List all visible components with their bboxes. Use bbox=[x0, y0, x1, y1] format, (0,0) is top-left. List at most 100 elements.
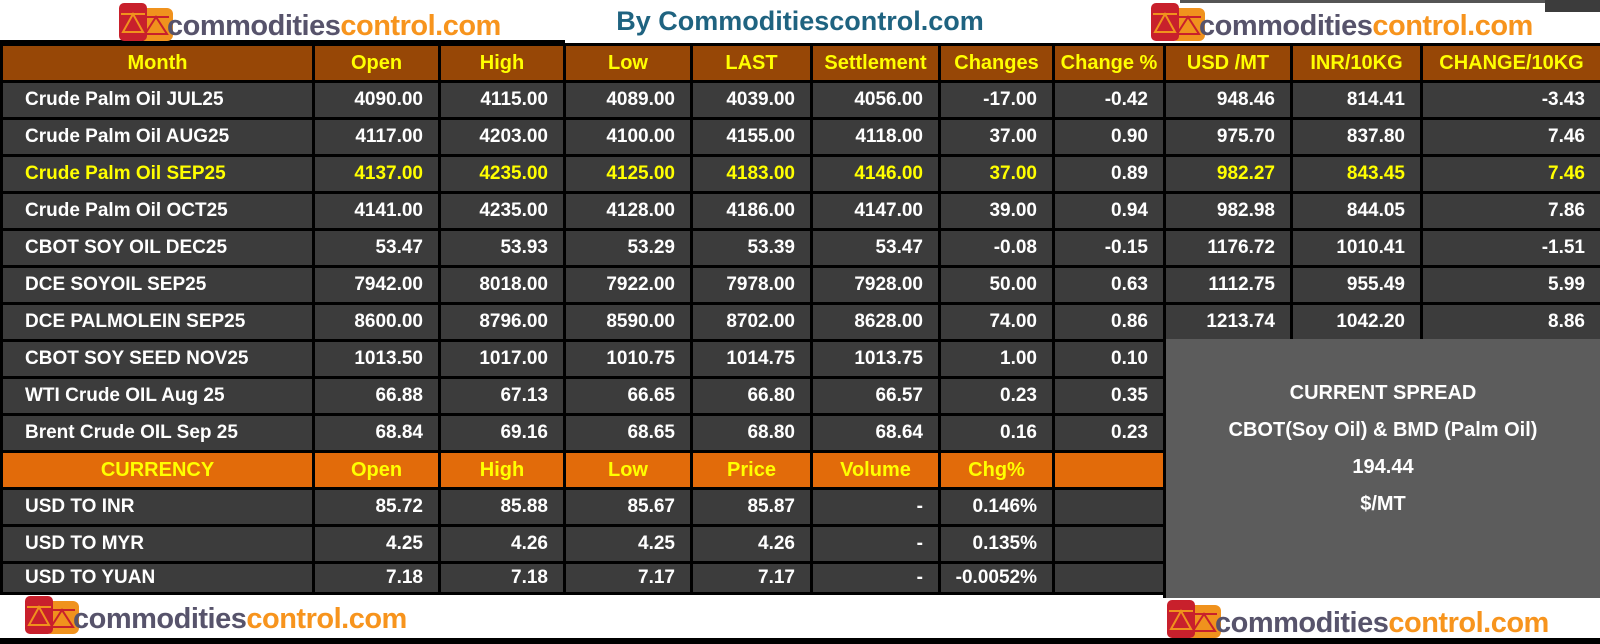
page-title: By Commoditiescontrol.com bbox=[616, 6, 984, 36]
divider bbox=[1545, 0, 1600, 12]
value-cell: 1013.75 bbox=[810, 339, 941, 379]
value-cell: 1013.50 bbox=[312, 339, 441, 379]
futures-row: CBOT SOY OIL DEC25 53.47 53.93 53.29 53.39 53… bbox=[0, 228, 1600, 268]
column-header: CURRENCY bbox=[0, 450, 315, 490]
value-cell: 4125.00 bbox=[563, 154, 693, 194]
logo-text-control: control.com bbox=[1388, 607, 1549, 639]
value-cell: 0.23 bbox=[938, 376, 1055, 416]
value-cell: - bbox=[810, 524, 941, 564]
futures-row: DCE SOYOIL SEP25 7942.00 8018.00 7922.00 797… bbox=[0, 265, 1600, 305]
value-cell: 1017.00 bbox=[438, 339, 566, 379]
value-cell: 4186.00 bbox=[690, 191, 813, 231]
scales-logo-icon bbox=[25, 596, 79, 634]
value-cell: 68.80 bbox=[690, 413, 813, 453]
value-cell: 955.49 bbox=[1290, 265, 1423, 305]
value-cell: 843.45 bbox=[1290, 154, 1423, 194]
value-cell: -3.43 bbox=[1420, 80, 1600, 120]
value-cell: -0.08 bbox=[938, 228, 1055, 268]
futures-row: DCE PALMOLEIN SEP25 8600.00 8796.00 8590.00… bbox=[0, 302, 1600, 342]
value-cell: 68.64 bbox=[810, 413, 941, 453]
column-header: Price bbox=[690, 450, 813, 490]
divider bbox=[0, 638, 1600, 644]
value-cell: 4146.00 bbox=[810, 154, 941, 194]
spread-line: CBOT(Soy Oil) & BMD (Palm Oil) bbox=[1228, 419, 1538, 441]
value-cell: 8628.00 bbox=[810, 302, 941, 342]
logo-text-control: control.com bbox=[246, 603, 407, 635]
logo-text-control: control.com bbox=[1372, 10, 1533, 42]
value-cell: 8702.00 bbox=[690, 302, 813, 342]
column-header: LAST bbox=[690, 43, 813, 83]
value-cell: 53.29 bbox=[563, 228, 693, 268]
scales-logo-icon bbox=[119, 3, 173, 41]
value-cell: 4235.00 bbox=[438, 154, 566, 194]
column-header: INR/10KG bbox=[1290, 43, 1423, 83]
value-cell: 4155.00 bbox=[690, 117, 813, 157]
value-cell: - bbox=[810, 487, 941, 527]
value-cell: 4235.00 bbox=[438, 191, 566, 231]
value-cell: 53.39 bbox=[690, 228, 813, 268]
value-cell: 4.25 bbox=[312, 524, 441, 564]
column-header: Volume bbox=[810, 450, 941, 490]
value-cell: 844.05 bbox=[1290, 191, 1423, 231]
value-cell: 4141.00 bbox=[312, 191, 441, 231]
value-cell: -0.42 bbox=[1052, 80, 1166, 120]
logo-text-commodities: commodities bbox=[167, 10, 341, 42]
futures-row: Crude Palm Oil AUG25 4117.00 4203.00 4100.0… bbox=[0, 117, 1600, 157]
futures-row: Crude Palm Oil JUL25 4090.00 4115.00 4089.0… bbox=[0, 80, 1600, 120]
column-header: Low bbox=[563, 43, 693, 83]
value-cell: 7.46 bbox=[1420, 154, 1600, 194]
value-cell: 39.00 bbox=[938, 191, 1055, 231]
value-cell: 69.16 bbox=[438, 413, 566, 453]
value-cell: 1010.41 bbox=[1290, 228, 1423, 268]
logo-text: commoditiescontrol.com bbox=[1199, 12, 1533, 41]
value-cell: 37.00 bbox=[938, 154, 1055, 194]
logo-text: commoditiescontrol.com bbox=[1215, 609, 1549, 638]
value-cell: 0.10 bbox=[1052, 339, 1166, 379]
commoditiescontrol-logo: commoditiescontrol.com bbox=[24, 595, 407, 637]
instrument-name: DCE SOYOIL SEP25 bbox=[0, 265, 315, 305]
value-cell: 0.16 bbox=[938, 413, 1055, 453]
value-cell: 8590.00 bbox=[563, 302, 693, 342]
value-cell: 1176.72 bbox=[1163, 228, 1293, 268]
value-cell: 4118.00 bbox=[810, 117, 941, 157]
spread-line: $/MT bbox=[1360, 493, 1406, 515]
value-cell: 1014.75 bbox=[690, 339, 813, 379]
value-cell: 975.70 bbox=[1163, 117, 1293, 157]
scales-logo-icon bbox=[1151, 3, 1205, 41]
value-cell: 5.99 bbox=[1420, 265, 1600, 305]
value-cell: 0.86 bbox=[1052, 302, 1166, 342]
divider bbox=[1180, 0, 1600, 3]
value-cell: 4056.00 bbox=[810, 80, 941, 120]
value-cell: 4039.00 bbox=[690, 80, 813, 120]
value-cell: -17.00 bbox=[938, 80, 1055, 120]
column-header: Month bbox=[0, 43, 315, 83]
value-cell: -0.0052% bbox=[938, 561, 1055, 595]
value-cell: 4183.00 bbox=[690, 154, 813, 194]
currency-row: USD TO YUAN 7.18 7.18 7.17 7.17- -0.0052% bbox=[0, 561, 1600, 595]
empty-cell bbox=[1052, 524, 1166, 564]
value-cell: -1.51 bbox=[1420, 228, 1600, 268]
value-cell: 4203.00 bbox=[438, 117, 566, 157]
column-header: Chg% bbox=[938, 450, 1055, 490]
value-cell: 982.98 bbox=[1163, 191, 1293, 231]
value-cell: 66.88 bbox=[312, 376, 441, 416]
value-cell: -0.15 bbox=[1052, 228, 1166, 268]
value-cell: - bbox=[810, 561, 941, 595]
value-cell: 837.80 bbox=[1290, 117, 1423, 157]
value-cell: 8018.00 bbox=[438, 265, 566, 305]
value-cell: 68.65 bbox=[563, 413, 693, 453]
value-cell: 50.00 bbox=[938, 265, 1055, 305]
instrument-name: CBOT SOY SEED NOV25 bbox=[0, 339, 315, 379]
value-cell: 1213.74 bbox=[1163, 302, 1293, 342]
value-cell: 814.41 bbox=[1290, 80, 1423, 120]
column-header: High bbox=[438, 450, 566, 490]
value-cell: 85.72 bbox=[312, 487, 441, 527]
empty-header-cell bbox=[1052, 450, 1166, 490]
column-header: Open bbox=[312, 450, 441, 490]
commoditiescontrol-logo: commoditiescontrol.com bbox=[1166, 599, 1549, 641]
value-cell: 7.17 bbox=[563, 561, 693, 595]
empty-cell bbox=[1052, 561, 1166, 595]
column-header: High bbox=[438, 43, 566, 83]
value-cell: 4.25 bbox=[563, 524, 693, 564]
